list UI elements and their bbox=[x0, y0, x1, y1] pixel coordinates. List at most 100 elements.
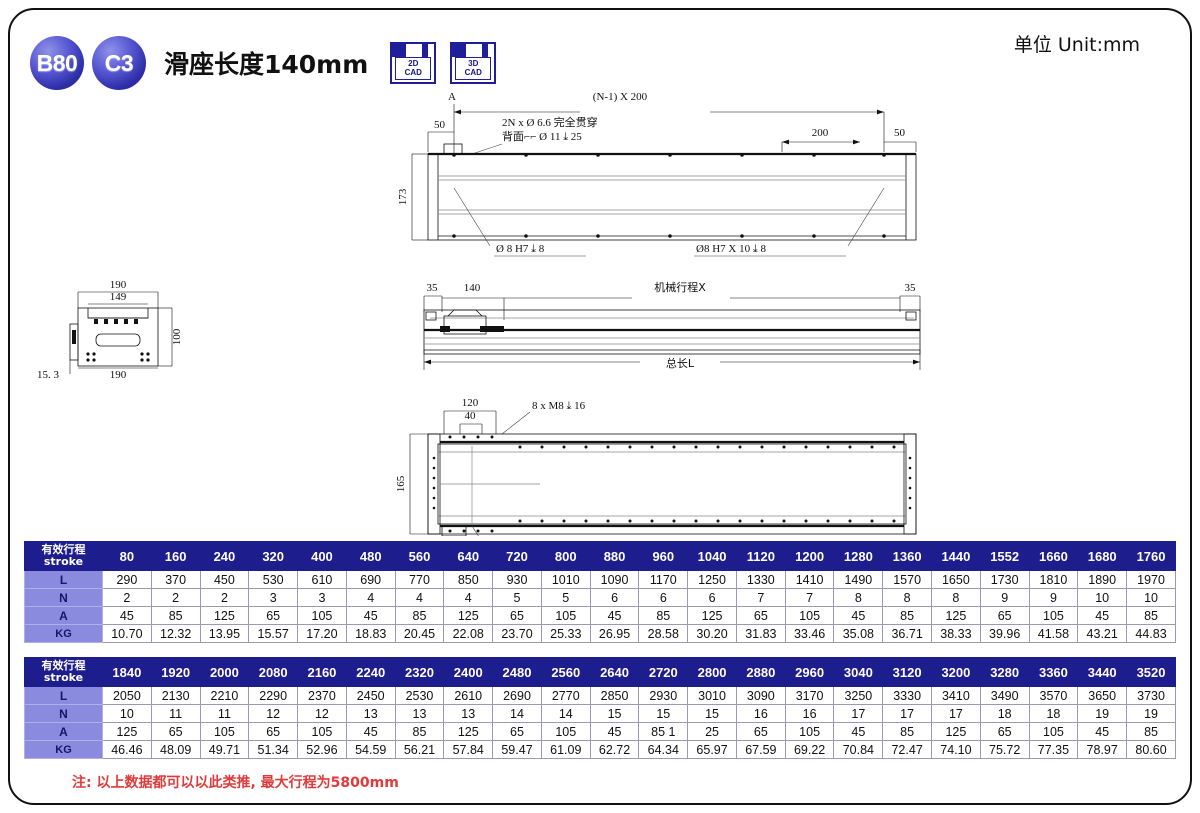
2d-cad-icon[interactable]: 2D CAD bbox=[390, 42, 437, 84]
table-cell: 105 bbox=[540, 606, 591, 625]
stroke-col-header: 880 bbox=[589, 541, 640, 571]
dim-offset-15-3: 15. 3 bbox=[37, 369, 60, 381]
table-cell: 31.83 bbox=[735, 624, 786, 643]
table-cell: 28.58 bbox=[638, 624, 689, 643]
stroke-col-header: 2480 bbox=[492, 657, 542, 687]
table-cell: 56.21 bbox=[394, 740, 445, 759]
table-cell: 15 bbox=[687, 704, 737, 723]
row-label-header: 有效行程 stroke bbox=[24, 657, 103, 687]
table-cell: 2 bbox=[102, 588, 152, 607]
table-cell: 15 bbox=[638, 704, 689, 723]
table-cell: 65 bbox=[979, 722, 1030, 741]
table-cell: 8 bbox=[882, 588, 933, 607]
cad-tab-left bbox=[452, 44, 467, 57]
stroke-col-header: 3520 bbox=[1126, 657, 1176, 687]
row-label: L bbox=[24, 686, 103, 705]
table-cell: 1810 bbox=[1028, 570, 1079, 589]
stroke-col-header: 1280 bbox=[833, 541, 884, 571]
table-row: L 290 370 450 530 610 690 770 850 930 1010 1090 1170… bbox=[24, 570, 1176, 589]
table-cell: 45 bbox=[1077, 606, 1128, 625]
table-cell: 65.97 bbox=[687, 740, 737, 759]
table-cell: 72.47 bbox=[882, 740, 933, 759]
table-cell: 125 bbox=[443, 606, 494, 625]
stroke-col-header: 1120 bbox=[735, 541, 786, 571]
table-cell: 10 bbox=[1126, 588, 1176, 607]
dim-inner-width: 149 bbox=[110, 291, 127, 303]
table-cell: 41.58 bbox=[1028, 624, 1079, 643]
table-cell: 2370 bbox=[297, 686, 347, 705]
3d-cad-icon[interactable]: 3D CAD bbox=[450, 42, 497, 84]
table-cell: 77.35 bbox=[1028, 740, 1079, 759]
table-cell: 2 bbox=[150, 588, 201, 607]
table-cell: 125 bbox=[931, 722, 981, 741]
table-cell: 105 bbox=[784, 722, 835, 741]
table-cell: 45 bbox=[833, 606, 884, 625]
row-label-header-cn: 有效行程 bbox=[41, 543, 86, 556]
table-cell: 2850 bbox=[589, 686, 640, 705]
note-holes-line2: 背面⌐⌐ Ø 11 ⤓ 25 bbox=[502, 129, 582, 143]
table-cell: 65 bbox=[150, 722, 201, 741]
bolt-dots-top bbox=[448, 435, 896, 449]
stroke-col-header: 2320 bbox=[394, 657, 445, 687]
table-cell: 62.72 bbox=[589, 740, 640, 759]
table-2-header-row: 有效行程 stroke 1840 1920 2000 2080 2160 224… bbox=[24, 657, 1176, 687]
table-cell: 45 bbox=[345, 606, 396, 625]
table-row: A 125 65 105 65 105 45 85 125 65 105 45 85 1 25 65 105 4… bbox=[24, 722, 1176, 741]
table-cell: 105 bbox=[540, 722, 591, 741]
cad-download-icons: 2D CAD 3D CAD bbox=[390, 42, 497, 84]
table-cell: 15.57 bbox=[248, 624, 299, 643]
table-cell: 1570 bbox=[882, 570, 933, 589]
row-label-header-en: stroke bbox=[43, 555, 84, 568]
table-cell: 78.97 bbox=[1077, 740, 1128, 759]
dim-carriage-140: 140 bbox=[464, 282, 481, 294]
note-tap-m8: 8 x M8 ⤓ 16 bbox=[532, 400, 586, 412]
table-cell: 10.70 bbox=[102, 624, 152, 643]
table-cell: 105 bbox=[199, 722, 250, 741]
table-cell: 6 bbox=[687, 588, 737, 607]
table-cell: 85 bbox=[638, 606, 689, 625]
hole-dots-top bbox=[452, 153, 886, 157]
table-row: KG 10.70 12.32 13.95 15.57 17.20 18.83 20.45 22.… bbox=[24, 624, 1176, 643]
stroke-col-header: 480 bbox=[345, 541, 396, 571]
table-cell: 7 bbox=[735, 588, 786, 607]
cad-2d-line2: CAD bbox=[404, 68, 422, 77]
note-dowel-right: Ø8 H7 X 10 ⤓ 8 bbox=[696, 243, 766, 255]
stroke-col-header: 1360 bbox=[882, 541, 933, 571]
stroke-col-header: 2080 bbox=[248, 657, 299, 687]
table-cell: 65 bbox=[248, 606, 299, 625]
label-total-length: 总长L bbox=[666, 356, 695, 370]
table-cell: 1330 bbox=[735, 570, 786, 589]
stroke-col-header: 960 bbox=[638, 541, 689, 571]
table-cell: 1650 bbox=[931, 570, 981, 589]
table-cell: 2610 bbox=[443, 686, 494, 705]
table-cell: 85 bbox=[882, 606, 933, 625]
table-cell: 1730 bbox=[979, 570, 1030, 589]
stroke-col-header: 320 bbox=[248, 541, 299, 571]
table-cell: 11 bbox=[150, 704, 201, 723]
table-cell: 125 bbox=[687, 606, 737, 625]
table-cell: 930 bbox=[492, 570, 542, 589]
top-view-drawing: A (N-1) X 200 50 2N x Ø 6.6 完全贯穿 背面⌐⌐ Ø … bbox=[397, 91, 917, 257]
table-cell: 8 bbox=[833, 588, 884, 607]
table-cell: 17 bbox=[833, 704, 884, 723]
table-cell: 2770 bbox=[540, 686, 591, 705]
table-cell: 770 bbox=[394, 570, 445, 589]
table-cell: 54.59 bbox=[345, 740, 396, 759]
table-cell: 85 bbox=[1126, 722, 1176, 741]
note-dowel-left: Ø 8 H7 ⤓ 8 bbox=[496, 243, 545, 255]
table-cell: 3250 bbox=[833, 686, 884, 705]
table-cell: 9 bbox=[979, 588, 1030, 607]
stroke-col-header: 400 bbox=[297, 541, 347, 571]
table-cell: 105 bbox=[784, 606, 835, 625]
table-cell: 11 bbox=[199, 704, 250, 723]
table-cell: 14 bbox=[540, 704, 591, 723]
table-cell: 6 bbox=[589, 588, 640, 607]
table-cell: 125 bbox=[931, 606, 981, 625]
cad-tab-right bbox=[422, 44, 429, 57]
dim-120: 120 bbox=[462, 397, 479, 409]
table-cell: 105 bbox=[1028, 722, 1079, 741]
stroke-col-header: 1552 bbox=[979, 541, 1030, 571]
label-mechanical-stroke: 机械行程X bbox=[654, 280, 706, 294]
table-cell: 10 bbox=[102, 704, 152, 723]
dim-width-165: 165 bbox=[395, 475, 407, 492]
